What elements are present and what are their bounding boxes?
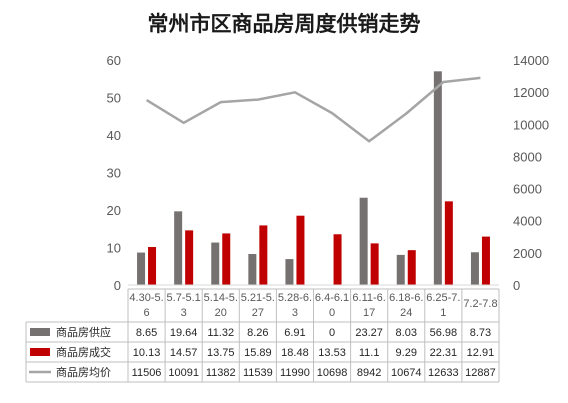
table-cell-value: 8942 (357, 367, 381, 379)
table-cell-value: 13.75 (207, 347, 235, 359)
bar-supply (433, 71, 442, 285)
bar-deal (259, 225, 268, 285)
bar-supply (211, 242, 220, 285)
table-cell-value: 22.31 (430, 347, 458, 359)
table-cell-value: 12887 (465, 367, 496, 379)
table-cell-value: 0 (329, 327, 335, 339)
bar-deal (370, 243, 379, 285)
table-cell-value: 11.1 (359, 347, 380, 359)
x-tick-label: 6.4-6.1 (315, 292, 349, 304)
bar-supply (470, 252, 479, 285)
chart-title: 常州市区商品房周度供销走势 (147, 12, 421, 36)
table-cell-value: 12633 (428, 367, 459, 379)
legend-label: 商品房均价 (56, 365, 111, 379)
x-tick-label: 6.25-7. (426, 292, 460, 304)
y-right-tick-label: 12000 (513, 85, 549, 100)
y-left-tick-label: 0 (114, 278, 121, 293)
x-tick-label: 5.7-5.1 (167, 292, 201, 304)
bar-supply (174, 211, 183, 285)
table-cell-value: 11539 (243, 367, 273, 379)
bar-supply (285, 259, 294, 285)
y-right-tick-label: 10000 (513, 117, 549, 132)
table-cell-value: 10698 (317, 367, 348, 379)
bar-deal (148, 247, 157, 285)
bar-supply (248, 254, 257, 285)
x-tick-label: 6.18-6. (389, 292, 423, 304)
table-cell-value: 11.32 (207, 327, 234, 339)
x-tick-label: 6 (143, 307, 149, 319)
y-left-tick-label: 50 (107, 91, 121, 106)
table-cell-value: 23.27 (355, 327, 383, 339)
table-cell-value: 56.98 (430, 327, 458, 339)
bar-deal (222, 233, 231, 285)
x-tick-label: 0 (329, 307, 335, 319)
table-cell-value: 11382 (206, 367, 236, 379)
y-right-tick-label: 8000 (513, 149, 542, 164)
x-tick-label: 5.21-5. (241, 292, 275, 304)
x-tick-label: 3 (181, 307, 187, 319)
bar-supply (396, 254, 405, 285)
table-cell-value: 15.89 (244, 347, 272, 359)
bar-supply (359, 197, 368, 285)
line-price (145, 76, 481, 143)
y-left-tick-label: 60 (107, 53, 121, 68)
legend-key (30, 348, 50, 356)
y-right-tick-label: 0 (513, 278, 520, 293)
table-cell-value: 6.91 (284, 327, 305, 339)
table-cell-value: 18.48 (281, 347, 309, 359)
x-tick-label: 5.14-5. (204, 292, 238, 304)
table-cell-value: 11506 (132, 367, 162, 379)
legend-label: 商品房供应 (56, 325, 111, 339)
table-cell-value: 8.73 (470, 327, 491, 339)
y-right-tick-label: 14000 (513, 53, 549, 68)
bar-supply (137, 252, 146, 285)
y-left-tick-label: 10 (107, 241, 121, 256)
table-cell-value: 14.57 (170, 347, 198, 359)
legend-key (30, 328, 50, 336)
y-right-tick-label: 4000 (513, 214, 542, 229)
table-cell-value: 13.53 (318, 347, 346, 359)
table-cell-value: 10091 (168, 367, 199, 379)
table-cell-value: 8.03 (396, 327, 417, 339)
table-cell-value: 9.29 (396, 347, 417, 359)
x-tick-label: 4.30-5. (129, 292, 163, 304)
y-left-tick-label: 30 (107, 166, 121, 181)
bar-deal (296, 215, 305, 285)
x-tick-label: 5.28-6. (278, 292, 312, 304)
x-tick-label: 27 (252, 307, 264, 319)
y-left-tick-label: 20 (107, 203, 121, 218)
y-left-tick-label: 40 (107, 128, 121, 143)
legend-label: 商品房成交 (56, 345, 111, 359)
x-tick-label: 1 (440, 307, 446, 319)
bar-deal (185, 230, 194, 285)
bar-deal (407, 250, 416, 285)
x-tick-label: 24 (400, 307, 412, 319)
table-cell-value: 10.13 (133, 347, 161, 359)
table-cell-value: 12.91 (467, 347, 495, 359)
bar-deal (481, 236, 490, 285)
y-right-tick-label: 2000 (513, 246, 542, 261)
table-cell-value: 11990 (280, 367, 310, 379)
y-right-tick-label: 6000 (513, 182, 542, 197)
table-cell-value: 19.64 (170, 327, 198, 339)
x-tick-label: 3 (292, 307, 298, 319)
x-tick-label: 6.11-6. (352, 292, 385, 304)
x-tick-label: 7.2-7.8 (463, 298, 497, 310)
table-cell-value: 8.26 (247, 327, 268, 339)
bar-deal (333, 234, 342, 285)
table-cell-value: 8.65 (136, 327, 157, 339)
bar-deal (444, 201, 453, 285)
x-tick-label: 17 (363, 307, 375, 319)
table-cell-value: 10674 (391, 367, 422, 379)
x-tick-label: 20 (215, 307, 227, 319)
